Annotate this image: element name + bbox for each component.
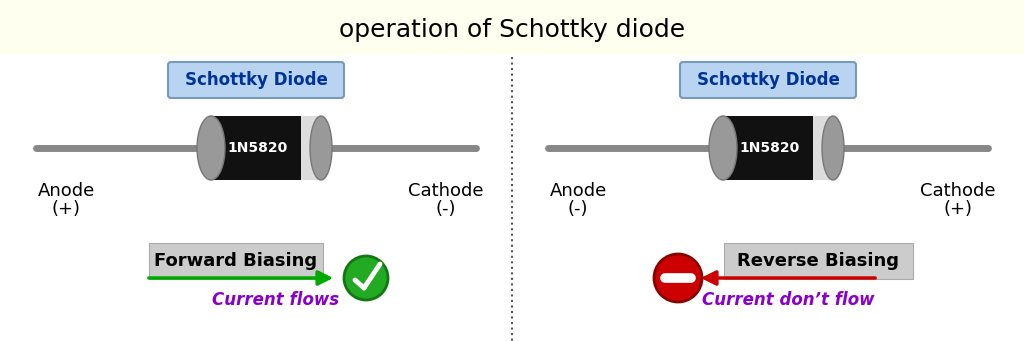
- FancyBboxPatch shape: [150, 243, 323, 279]
- Bar: [301, 116, 321, 180]
- Text: 1N5820: 1N5820: [228, 141, 288, 155]
- Text: Anode: Anode: [549, 182, 606, 200]
- Bar: [211, 116, 321, 180]
- Text: operation of Schottky diode: operation of Schottky diode: [339, 18, 685, 42]
- Text: (-): (-): [567, 200, 588, 218]
- Circle shape: [344, 256, 388, 300]
- Text: (+): (+): [51, 200, 81, 218]
- Ellipse shape: [310, 116, 332, 180]
- Text: (-): (-): [436, 200, 457, 218]
- FancyBboxPatch shape: [168, 62, 344, 98]
- Ellipse shape: [709, 116, 737, 180]
- Text: (+): (+): [943, 200, 973, 218]
- Text: Cathode: Cathode: [921, 182, 995, 200]
- Text: Schottky Diode: Schottky Diode: [696, 71, 840, 89]
- Bar: [813, 116, 833, 180]
- Bar: [0, 55, 1024, 341]
- Text: Anode: Anode: [37, 182, 94, 200]
- Text: Cathode: Cathode: [409, 182, 483, 200]
- FancyBboxPatch shape: [724, 243, 912, 279]
- Text: Current don’t flow: Current don’t flow: [701, 291, 874, 309]
- Ellipse shape: [822, 116, 844, 180]
- Bar: [723, 116, 833, 180]
- Text: Forward Biasing: Forward Biasing: [155, 252, 317, 270]
- Ellipse shape: [197, 116, 225, 180]
- Circle shape: [654, 254, 702, 302]
- FancyBboxPatch shape: [680, 62, 856, 98]
- Text: Schottky Diode: Schottky Diode: [184, 71, 328, 89]
- Text: Reverse Biasing: Reverse Biasing: [737, 252, 899, 270]
- Text: 1N5820: 1N5820: [740, 141, 800, 155]
- Text: Current flows: Current flows: [212, 291, 340, 309]
- Bar: [0, 0, 1024, 55]
